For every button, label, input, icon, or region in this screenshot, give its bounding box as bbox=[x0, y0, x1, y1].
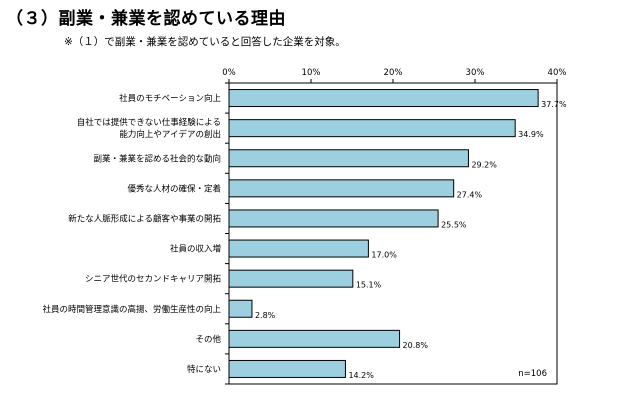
sample-size-label: n=106 bbox=[518, 369, 547, 379]
value-label: 15.1% bbox=[356, 281, 382, 290]
value-label: 29.2% bbox=[471, 160, 497, 169]
category-label: 自社では提供できない仕事経験による bbox=[77, 117, 221, 128]
chart-title: （３）副業・兼業を認めている理由 bbox=[6, 9, 286, 29]
value-label: 37.7% bbox=[541, 100, 567, 109]
x-tick-label: 10% bbox=[302, 68, 321, 78]
x-tick-label: 30% bbox=[466, 68, 485, 78]
bar bbox=[228, 269, 354, 288]
bar bbox=[228, 359, 346, 378]
value-label: 34.9% bbox=[518, 130, 544, 139]
category-label: シニア世代のセカンドキャリア開拓 bbox=[85, 274, 222, 285]
bar bbox=[228, 119, 516, 138]
category-label: 能力向上やアイデアの創出 bbox=[119, 129, 221, 140]
bar bbox=[228, 239, 369, 258]
category-label: その他 bbox=[195, 334, 221, 345]
category-label: 社員のモチベーション向上 bbox=[119, 93, 221, 104]
chart-note: ※（１）で副業・兼業を認めていると回答した企業を対象。 bbox=[64, 36, 346, 48]
bar bbox=[228, 329, 401, 348]
category-label: 社員の収入増 bbox=[170, 244, 221, 255]
x-tick-label: 20% bbox=[384, 68, 403, 78]
bar bbox=[228, 209, 439, 228]
value-label: 17.0% bbox=[371, 251, 397, 260]
value-label: 25.5% bbox=[441, 220, 467, 229]
value-label: 27.4% bbox=[457, 190, 483, 199]
x-tick-label: 40% bbox=[548, 68, 567, 78]
category-label: 優秀な人材の確保・定着 bbox=[127, 183, 221, 194]
value-label: 14.2% bbox=[348, 371, 374, 380]
bar bbox=[228, 89, 539, 108]
category-label: 副業・兼業を認める社会的な動向 bbox=[93, 153, 221, 164]
value-label: 20.8% bbox=[403, 341, 429, 350]
category-label: 新たな人脈形成による顧客や事業の開拓 bbox=[68, 213, 221, 224]
value-label: 2.8% bbox=[255, 311, 276, 320]
category-label: 特にない bbox=[187, 364, 221, 375]
x-tick-label: 0% bbox=[222, 68, 236, 78]
bar bbox=[228, 299, 253, 318]
bar bbox=[228, 179, 455, 198]
category-label: 社員の時間管理意識の高揚、労働生産性の向上 bbox=[42, 304, 221, 315]
bar bbox=[228, 149, 469, 168]
